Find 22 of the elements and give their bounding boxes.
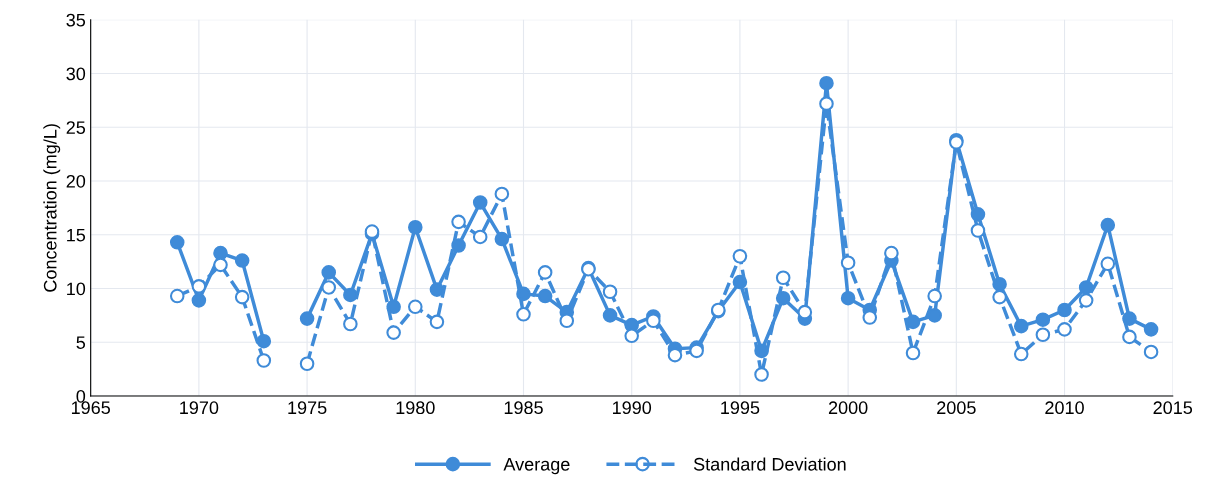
y-tick-label: 15 [67,228,86,242]
x-tick-label: 1995 [721,401,760,415]
x-tick-label: 1975 [288,401,327,415]
y-tick-label: 10 [67,282,86,296]
x-tick-label: 1980 [396,401,435,415]
y-tick-label: 25 [66,121,86,135]
y-tick-label: 30 [66,67,86,81]
y-tick-label: 35 [66,13,86,27]
y-axis-title: Concentration (mg/L) [43,124,61,292]
legend-label: Average [503,458,570,475]
x-tick-label: 2015 [1153,401,1193,415]
x-tick-label: 1970 [180,401,219,415]
y-tick-label: 20 [66,174,86,188]
x-tick-label: 1965 [71,401,110,415]
x-tick-label: 2005 [937,401,976,415]
y-tick-label: 5 [76,336,86,349]
x-tick-label: 1990 [613,401,652,415]
x-tick-label: 2000 [828,401,868,415]
x-tick-label: 1985 [504,401,543,415]
x-tick-label: 2010 [1045,401,1084,415]
y-tick-label: 0 [76,389,86,403]
legend-label: Standard Deviation [693,457,846,471]
